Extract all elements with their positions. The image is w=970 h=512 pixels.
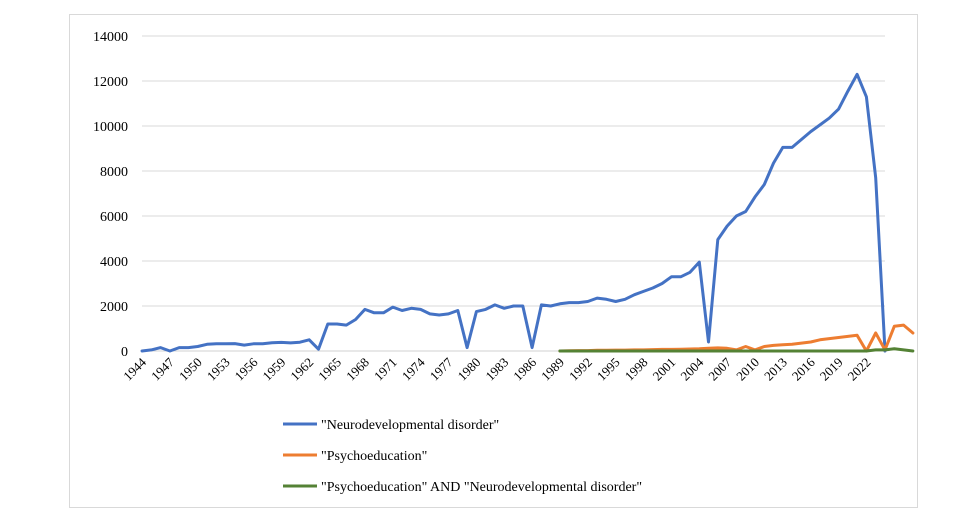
chart-frame: 0 2000 4000 6000 8000 10000 12000 14000 1944 1947… [69, 14, 918, 508]
x-tick-label: 1956 [232, 354, 261, 383]
x-tick-label: 1986 [510, 354, 539, 383]
line-chart: 0200040006000800010000120001400019441947… [93, 30, 915, 495]
x-tick-label: 1980 [454, 355, 483, 384]
x-tick-label: 2016 [789, 354, 818, 383]
y-tick-label: 2000 [100, 300, 128, 315]
y-tick-label: 12000 [93, 75, 128, 90]
x-tick-label: 1971 [371, 355, 400, 384]
x-tick-label: 1992 [566, 355, 595, 384]
legend-label-1: "Neurodevelopmental disorder" [321, 418, 499, 433]
series-line-3 [558, 347, 915, 353]
x-tick-label: 1977 [427, 354, 456, 383]
series-line-1 [140, 72, 887, 353]
x-tick-label: 1974 [399, 354, 428, 383]
x-tick-label: 1965 [315, 355, 344, 384]
y-tick-label: 0 [121, 345, 128, 360]
legend-label-2: "Psychoeducation" [321, 449, 427, 464]
x-tick-label: 1950 [176, 355, 205, 384]
x-tick-label: 1983 [482, 355, 511, 384]
x-tick-label: 1947 [148, 354, 177, 383]
x-tick-label: 1995 [594, 355, 623, 384]
x-tick-label: 1962 [287, 355, 316, 384]
x-tick-label: 1998 [622, 355, 651, 384]
x-tick-label: 1989 [538, 355, 567, 384]
x-tick-label: 1968 [343, 355, 372, 384]
x-tick-label: 2001 [650, 355, 679, 384]
y-tick-label: 8000 [100, 165, 128, 180]
x-tick-label: 1953 [204, 355, 233, 384]
y-tick-label: 4000 [100, 255, 128, 270]
series-line-2 [558, 323, 915, 353]
x-tick-label: 2010 [733, 355, 762, 384]
x-tick-label: 1959 [259, 355, 288, 384]
x-tick-label: 2022 [845, 355, 874, 384]
y-tick-label: 6000 [100, 210, 128, 225]
x-tick-label: 2004 [677, 354, 706, 383]
x-tick-label: 2013 [761, 355, 790, 384]
legend-label-3: "Psychoeducation" AND "Neurodevelopmenta… [321, 480, 642, 495]
y-tick-label: 14000 [93, 30, 128, 45]
y-tick-label: 10000 [93, 120, 128, 135]
x-tick-label: 2019 [817, 355, 846, 384]
x-tick-label: 2007 [705, 354, 734, 383]
